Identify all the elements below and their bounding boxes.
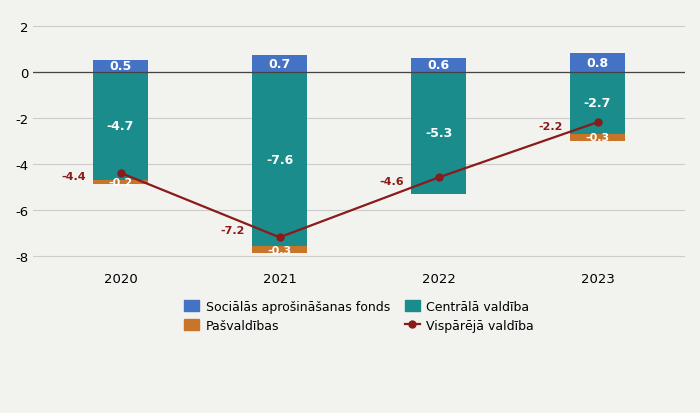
Text: -2.2: -2.2	[538, 121, 563, 131]
Bar	[92, 180, 148, 185]
Bar	[570, 134, 625, 141]
Bar	[570, 54, 625, 72]
Text: 0.5: 0.5	[109, 60, 132, 73]
Text: -7.2: -7.2	[220, 226, 244, 236]
Bar	[252, 247, 307, 254]
Text: -4.7: -4.7	[107, 120, 134, 133]
Bar	[252, 72, 307, 247]
Bar	[570, 72, 625, 134]
Bar	[92, 61, 148, 72]
Text: -5.3: -5.3	[425, 127, 452, 140]
Text: -0.3: -0.3	[267, 245, 292, 255]
Legend: Sociālās aprošināšanas fonds, Pašvaldības, Centrālā valdība, Vispārējā valdība: Sociālās aprošināšanas fonds, Pašvaldība…	[179, 295, 539, 337]
Bar	[252, 56, 307, 72]
Text: -2.7: -2.7	[584, 97, 611, 110]
Text: -0.2: -0.2	[108, 178, 133, 188]
Text: -7.6: -7.6	[266, 153, 293, 166]
Bar	[411, 72, 466, 194]
Text: -0.3: -0.3	[585, 133, 610, 143]
Text: 0.6: 0.6	[428, 59, 449, 72]
Text: -4.4: -4.4	[61, 172, 85, 182]
Bar	[411, 59, 466, 72]
Bar	[92, 72, 148, 180]
Text: -4.6: -4.6	[379, 176, 404, 186]
Text: 0.8: 0.8	[587, 57, 608, 70]
Text: 0.7: 0.7	[268, 58, 290, 71]
